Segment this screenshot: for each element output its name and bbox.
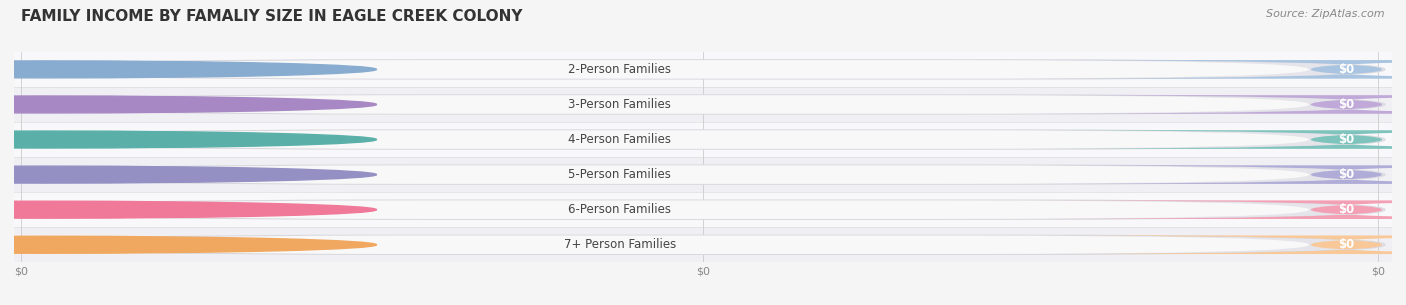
Bar (14, 192, 1392, 227)
Bar (14, 52, 1392, 87)
Bar (14, 157, 1392, 192)
Bar (14, 122, 1392, 157)
Text: $0: $0 (1339, 63, 1354, 76)
FancyBboxPatch shape (21, 95, 1385, 114)
Circle shape (0, 201, 377, 218)
Text: $0: $0 (1339, 98, 1354, 111)
Circle shape (0, 131, 377, 148)
Text: $0: $0 (1339, 168, 1354, 181)
FancyBboxPatch shape (1017, 200, 1406, 219)
FancyBboxPatch shape (55, 200, 1309, 219)
Text: 4-Person Families: 4-Person Families (568, 133, 671, 146)
Text: 5-Person Families: 5-Person Families (568, 168, 671, 181)
FancyBboxPatch shape (21, 60, 1385, 79)
FancyBboxPatch shape (21, 165, 1385, 184)
FancyBboxPatch shape (55, 95, 1309, 114)
FancyBboxPatch shape (21, 130, 1385, 149)
FancyBboxPatch shape (55, 60, 1309, 79)
Circle shape (0, 236, 377, 253)
FancyBboxPatch shape (55, 235, 1309, 254)
FancyBboxPatch shape (1017, 235, 1406, 254)
FancyBboxPatch shape (21, 200, 1385, 219)
Bar (14, 227, 1392, 262)
Bar (14, 87, 1392, 122)
Circle shape (0, 166, 377, 183)
FancyBboxPatch shape (1017, 60, 1406, 79)
FancyBboxPatch shape (1017, 165, 1406, 184)
Text: 3-Person Families: 3-Person Families (568, 98, 671, 111)
FancyBboxPatch shape (1017, 130, 1406, 149)
FancyBboxPatch shape (1017, 95, 1406, 114)
Text: Source: ZipAtlas.com: Source: ZipAtlas.com (1267, 9, 1385, 19)
Text: $0: $0 (1339, 238, 1354, 251)
Text: 2-Person Families: 2-Person Families (568, 63, 671, 76)
FancyBboxPatch shape (55, 165, 1309, 184)
Text: 7+ Person Families: 7+ Person Families (564, 238, 676, 251)
FancyBboxPatch shape (21, 235, 1385, 254)
Text: $0: $0 (1339, 203, 1354, 216)
FancyBboxPatch shape (55, 130, 1309, 149)
Text: $0: $0 (1339, 133, 1354, 146)
Circle shape (0, 96, 377, 113)
Text: 6-Person Families: 6-Person Families (568, 203, 671, 216)
Text: FAMILY INCOME BY FAMALIY SIZE IN EAGLE CREEK COLONY: FAMILY INCOME BY FAMALIY SIZE IN EAGLE C… (21, 9, 523, 24)
Circle shape (0, 61, 377, 78)
